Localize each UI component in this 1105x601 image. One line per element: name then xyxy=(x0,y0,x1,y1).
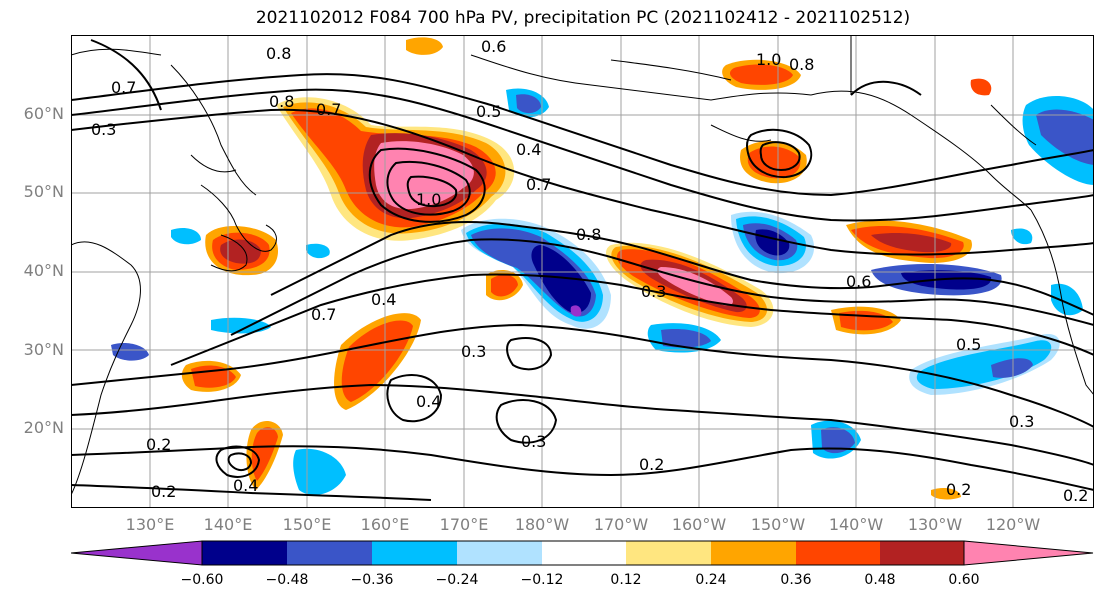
lon-label: 150°W xyxy=(750,515,806,534)
colorbar-swatch xyxy=(796,541,880,565)
contour-label: 1.0 xyxy=(756,50,781,69)
map-title: 2021102012 F084 700 hPa PV, precipitatio… xyxy=(255,8,911,28)
contour-label: 0.7 xyxy=(111,78,136,97)
lon-label: 130°E xyxy=(125,515,175,534)
contour-label: 0.4 xyxy=(371,290,396,309)
colorbar-tick-label: −0.60 xyxy=(180,572,224,588)
contour-label: 0.4 xyxy=(233,476,258,495)
map-panel: 0.8 0.6 0.7 1.0 0.8 0.7 0.8 0.5 0.4 0.7 … xyxy=(71,35,1094,508)
colorbar-tick-label: 0.36 xyxy=(780,572,812,588)
lon-label: 150°E xyxy=(282,515,332,534)
contour-label: 0.6 xyxy=(481,37,506,56)
contour-label: 0.3 xyxy=(1009,412,1034,431)
contour-label: 0.3 xyxy=(461,342,486,361)
colorbar-swatch xyxy=(202,541,287,565)
contour-label: 0.7 xyxy=(526,175,551,194)
colorbar-tick-label: −0.12 xyxy=(520,572,564,588)
contour-label: 0.7 xyxy=(311,305,336,324)
lon-label: 160°E xyxy=(360,515,410,534)
contour-label: 0.2 xyxy=(146,435,171,454)
contour-label: 1.0 xyxy=(416,190,441,209)
lon-label: 140°E xyxy=(203,515,253,534)
contour-label: 0.8 xyxy=(576,225,601,244)
contour-label: 0.8 xyxy=(266,44,291,63)
contour-label: 0.7 xyxy=(316,100,341,119)
lat-label: 40°N xyxy=(23,261,64,280)
colorbar xyxy=(71,540,1094,566)
colorbar-tick-label: 0.48 xyxy=(864,572,896,588)
lon-label: 130°W xyxy=(907,515,963,534)
colorbar-swatch xyxy=(372,541,457,565)
coastlines xyxy=(71,35,1094,496)
contour-labels: 0.8 0.6 0.7 1.0 0.8 0.7 0.8 0.5 0.4 0.7 … xyxy=(91,37,1088,505)
lon-label: 180°W xyxy=(514,515,570,534)
contour-label: 0.2 xyxy=(639,455,664,474)
colorbar-swatch xyxy=(880,541,964,565)
colorbar-swatch xyxy=(287,541,372,565)
contour-label: 0.6 xyxy=(846,272,871,291)
colorbar-swatch xyxy=(626,541,711,565)
contour-label: 0.8 xyxy=(789,55,814,74)
lon-label: 120°W xyxy=(985,515,1041,534)
contour-label: 0.3 xyxy=(91,120,116,139)
contour-label: 0.4 xyxy=(416,392,441,411)
colorbar-tick-label: 0.24 xyxy=(695,572,727,588)
contour-label: 0.4 xyxy=(516,140,541,159)
contour-label: 0.2 xyxy=(946,480,971,499)
colorbar-tick-label: −0.24 xyxy=(435,572,479,588)
contour-label: 0.5 xyxy=(956,335,981,354)
contour-label: 0.8 xyxy=(269,92,294,111)
colorbar-tick-label: −0.36 xyxy=(350,572,394,588)
colorbar-swatch xyxy=(711,541,796,565)
contour-label: 0.3 xyxy=(641,282,666,301)
colorbar-tick-label: −0.48 xyxy=(265,572,309,588)
lon-label: 160°W xyxy=(671,515,727,534)
lat-label: 30°N xyxy=(23,340,64,359)
contour-label: 0.3 xyxy=(521,432,546,451)
colorbar-swatch xyxy=(542,541,626,565)
contour-label: 0.2 xyxy=(151,482,176,501)
contour-label: 0.5 xyxy=(476,102,501,121)
colorbar-extend-high xyxy=(963,540,1094,566)
colorbar-extend-low xyxy=(71,540,203,566)
lat-label: 20°N xyxy=(23,418,64,437)
lon-label: 170°E xyxy=(439,515,489,534)
colorbar-swatch xyxy=(457,541,542,565)
lat-label: 50°N xyxy=(23,182,64,201)
lon-label: 170°W xyxy=(593,515,649,534)
colorbar-tick-label: 0.60 xyxy=(948,572,980,588)
lon-label: 140°W xyxy=(828,515,884,534)
pv-contours xyxy=(71,39,1094,501)
lat-label: 60°N xyxy=(23,104,64,123)
colorbar-tick-label: 0.12 xyxy=(610,572,642,588)
contour-label: 0.2 xyxy=(1063,486,1088,505)
